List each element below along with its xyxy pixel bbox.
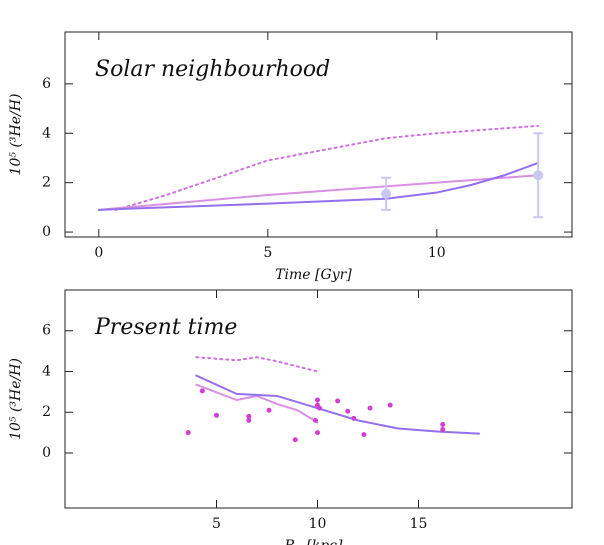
line-series [195,383,319,424]
data-point [292,437,298,443]
data-point [345,408,351,414]
y-tick-label: 0 [42,445,51,461]
panel: 5 10 15 0 2 4 6 Present time 10⁵ (³He/H) RG[kpc] [8,289,573,545]
data-point [199,388,205,394]
data-point [440,421,446,427]
data-point [213,412,219,418]
data-point [367,405,373,411]
y-tick-label: 2 [42,404,51,420]
x-tick-label: 10 [428,245,446,261]
panel-title: Present time [94,315,237,340]
data-point [381,188,392,199]
x-axis-label: Time [Gyr] [275,267,352,283]
x-axis-label-unit: [kpc] [306,538,343,545]
x-tick-label: 5 [263,245,272,261]
line-series [97,174,540,211]
line-series [97,161,540,211]
line-series [114,124,540,211]
line-series [195,356,319,373]
data-point [440,427,446,433]
line-series [195,374,481,435]
data-point [266,407,272,413]
data-point [246,417,252,423]
data-point [361,432,367,438]
data-point [351,415,357,421]
panel-title: Solar neighbourhood [95,57,330,82]
data-point [314,430,320,436]
data-point [335,398,341,404]
x-tick-label: 10 [309,516,327,532]
panel: 0 5 10 0 2 4 6 Solar neighbourhood 10⁵ (³He/H) Ti… [8,31,573,283]
y-tick-label: 6 [42,323,51,339]
y-tick-label: 2 [42,175,51,191]
data-point [185,430,191,436]
y-tick-label: 4 [42,125,51,141]
data-point [533,170,544,181]
y-tick-label: 0 [42,224,51,240]
x-tick-label: 5 [212,516,221,532]
y-tick-label: 6 [42,76,51,92]
x-tick-label: 0 [94,245,103,261]
x-tick-label: 15 [410,516,428,532]
plot-frame [64,31,573,238]
x-axis-label-main: R [284,538,296,545]
y-axis-label: 10⁵ (³He/H) [8,94,24,176]
x-axis-label-main: Time [Gyr] [275,267,352,283]
data-point [387,402,393,408]
y-axis-label: 10⁵ (³He/H) [8,358,24,440]
x-axis-label: RG[kpc] [284,538,343,545]
data-point [246,413,252,419]
data-point [314,397,320,403]
plot-frame [64,289,573,509]
data-point [317,405,323,411]
y-tick-label: 4 [42,363,51,379]
data-point [312,417,318,423]
